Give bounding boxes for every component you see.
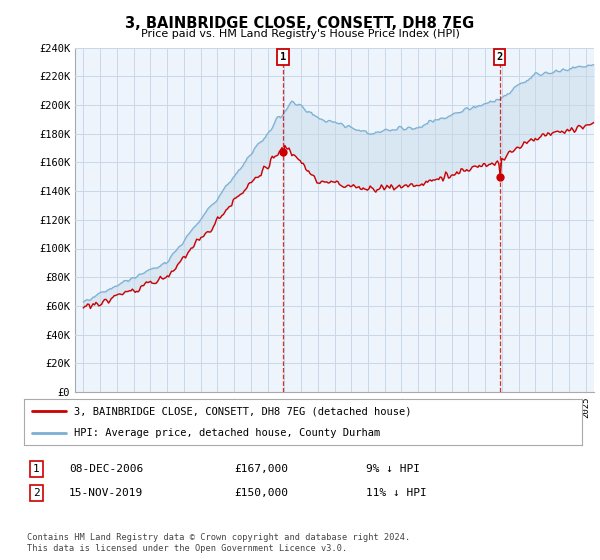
Text: 9% ↓ HPI: 9% ↓ HPI	[366, 464, 420, 474]
Text: 2: 2	[33, 488, 40, 498]
Text: 08-DEC-2006: 08-DEC-2006	[69, 464, 143, 474]
Text: 3, BAINBRIDGE CLOSE, CONSETT, DH8 7EG: 3, BAINBRIDGE CLOSE, CONSETT, DH8 7EG	[125, 16, 475, 31]
Text: HPI: Average price, detached house, County Durham: HPI: Average price, detached house, Coun…	[74, 428, 380, 438]
Text: Contains HM Land Registry data © Crown copyright and database right 2024.
This d: Contains HM Land Registry data © Crown c…	[27, 533, 410, 553]
Text: 1: 1	[33, 464, 40, 474]
Text: 2: 2	[497, 52, 503, 62]
Text: 1: 1	[280, 52, 286, 62]
Text: £150,000: £150,000	[234, 488, 288, 498]
Text: 11% ↓ HPI: 11% ↓ HPI	[366, 488, 427, 498]
Text: £167,000: £167,000	[234, 464, 288, 474]
Text: 15-NOV-2019: 15-NOV-2019	[69, 488, 143, 498]
Text: 3, BAINBRIDGE CLOSE, CONSETT, DH8 7EG (detached house): 3, BAINBRIDGE CLOSE, CONSETT, DH8 7EG (d…	[74, 406, 412, 416]
Text: Price paid vs. HM Land Registry's House Price Index (HPI): Price paid vs. HM Land Registry's House …	[140, 29, 460, 39]
